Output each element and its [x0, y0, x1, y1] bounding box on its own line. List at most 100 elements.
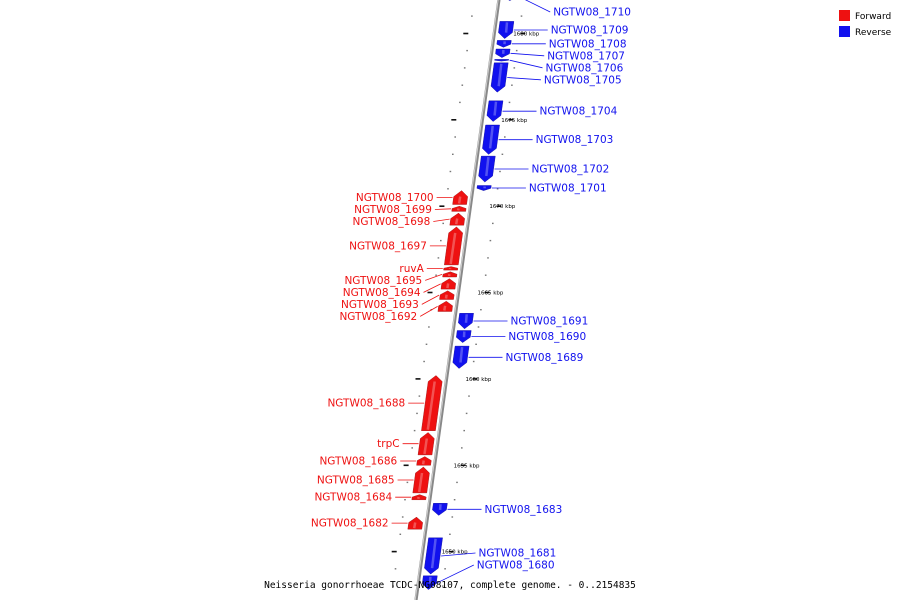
gene-arrow-shine — [412, 522, 417, 529]
gene-arrow[interactable] — [432, 503, 448, 516]
gene-arrow[interactable] — [421, 375, 443, 431]
gene-arrow-shine — [485, 156, 490, 177]
genome-backbone-highlight — [414, 0, 499, 600]
gene-label[interactable]: NGTW08_1681 — [479, 548, 557, 560]
gene-arrow[interactable] — [452, 345, 470, 369]
minor-tick — [511, 84, 513, 86]
minor-tick — [504, 136, 506, 138]
gene-label[interactable]: NGTW08_1702 — [532, 164, 610, 176]
legend-forward-swatch — [839, 10, 850, 21]
gene-label[interactable]: NGTW08_1704 — [540, 106, 618, 118]
gene-arrow[interactable] — [498, 21, 515, 39]
minor-tick — [499, 170, 501, 173]
label-leader — [507, 77, 541, 81]
gene-label[interactable]: NGTW08_1690 — [508, 331, 586, 343]
minor-tick — [454, 136, 456, 138]
minor-tick — [401, 516, 404, 518]
label-leader — [421, 294, 440, 305]
gene-arrow[interactable] — [451, 205, 467, 212]
minor-tick — [496, 188, 499, 190]
gene-arrow[interactable] — [416, 456, 432, 466]
gene-arrow[interactable] — [452, 190, 468, 205]
gene-label[interactable]: NGTW08_1685 — [317, 475, 395, 487]
gene-label[interactable]: trpC — [377, 438, 399, 450]
gene-arrow[interactable] — [494, 59, 509, 62]
gene-arrow[interactable] — [482, 124, 500, 155]
gene-arrow[interactable] — [458, 313, 474, 330]
gene-arrow[interactable] — [503, 0, 518, 1]
label-leader — [425, 274, 443, 281]
minor-tick — [416, 412, 418, 415]
gene-arrow[interactable] — [495, 48, 511, 58]
gene-arrow[interactable] — [444, 226, 463, 266]
gene-arrow[interactable] — [440, 278, 456, 290]
minor-tick — [411, 447, 413, 449]
gene-label[interactable]: NGTW08_1709 — [551, 25, 629, 37]
minor-tick — [428, 326, 430, 328]
gene-label[interactable]: NGTW08_1695 — [344, 275, 422, 287]
gene-label[interactable]: NGTW08_1692 — [339, 311, 417, 323]
gene-label[interactable]: NGTW08_1689 — [506, 352, 584, 364]
gene-label[interactable]: NGTW08_1708 — [549, 38, 627, 50]
gene-arrow[interactable] — [407, 516, 423, 530]
gene-arrow[interactable] — [411, 494, 427, 500]
minor-tick — [471, 15, 473, 17]
gene-label[interactable]: NGTW08_1698 — [353, 216, 431, 228]
gene-arrow[interactable] — [412, 466, 430, 494]
gene-arrow[interactable] — [422, 575, 438, 590]
minor-tick — [452, 153, 454, 155]
gene-label[interactable]: NGTW08_1686 — [319, 456, 397, 468]
gene-arrow-shine — [430, 538, 437, 569]
minor-tick — [425, 343, 428, 345]
gene-label[interactable]: NGTW08_1700 — [356, 192, 434, 204]
gene-label[interactable]: NGTW08_1705 — [544, 74, 622, 86]
gene-label[interactable]: ruvA — [399, 263, 424, 275]
gene-label[interactable]: NGTW08_1703 — [536, 134, 614, 146]
minor-tick — [484, 274, 487, 276]
minor-tick — [459, 101, 461, 104]
gene-label[interactable]: NGTW08_1701 — [529, 183, 607, 195]
gene-label[interactable]: NGTW08_1682 — [311, 518, 389, 530]
gene-label[interactable]: NGTW08_1684 — [314, 492, 392, 504]
minor-tick — [406, 481, 409, 484]
gene-label[interactable]: NGTW08_1688 — [327, 398, 405, 410]
gene-arrow[interactable] — [443, 266, 459, 271]
gene-label[interactable]: NGTW08_1691 — [511, 316, 589, 328]
gene-arrow-shine — [454, 218, 459, 225]
gene-arrow[interactable] — [486, 100, 504, 122]
gene-arrow-shine — [464, 314, 468, 323]
gene-arrow[interactable] — [449, 212, 465, 226]
minor-tick — [468, 395, 470, 397]
gene-arrow[interactable] — [417, 432, 435, 456]
gene-label[interactable]: NGTW08_1693 — [341, 299, 419, 311]
gene-arrow[interactable] — [442, 271, 458, 278]
gene-label[interactable]: NGTW08_1694 — [343, 287, 421, 299]
gene-label[interactable]: NGTW08_1707 — [547, 50, 625, 62]
gene-arrow[interactable] — [424, 537, 443, 575]
minor-tick — [492, 222, 494, 225]
gene-arrow-shine — [446, 283, 450, 289]
major-tick — [427, 291, 433, 294]
gene-arrow[interactable] — [437, 300, 453, 312]
major-tick — [460, 464, 466, 467]
gene-label[interactable]: NGTW08_1706 — [546, 62, 624, 74]
gene-label[interactable]: NGTW08_1699 — [354, 204, 432, 216]
scale-tick-label: 1670 kbp — [489, 204, 515, 210]
label-leader — [509, 59, 543, 69]
gene-label[interactable]: NGTW08_1680 — [477, 560, 555, 572]
gene-arrow-shine — [504, 22, 509, 33]
gene-arrow[interactable] — [476, 185, 492, 191]
gene-label[interactable]: NGTW08_1683 — [485, 504, 563, 516]
gene-arrow[interactable] — [439, 290, 455, 300]
gene-arrow[interactable] — [496, 40, 512, 48]
label-leader — [441, 552, 476, 557]
gene-label[interactable]: NGTW08_1697 — [349, 240, 427, 252]
gene-label[interactable]: NGTW08_1710 — [553, 7, 631, 19]
minor-tick — [463, 67, 466, 69]
gene-arrow[interactable] — [456, 330, 472, 343]
gene-arrow[interactable] — [490, 62, 509, 93]
label-leader — [433, 218, 450, 222]
gene-arrow[interactable] — [478, 155, 496, 183]
label-leader-lines — [391, 0, 551, 584]
minor-tick — [435, 274, 437, 276]
